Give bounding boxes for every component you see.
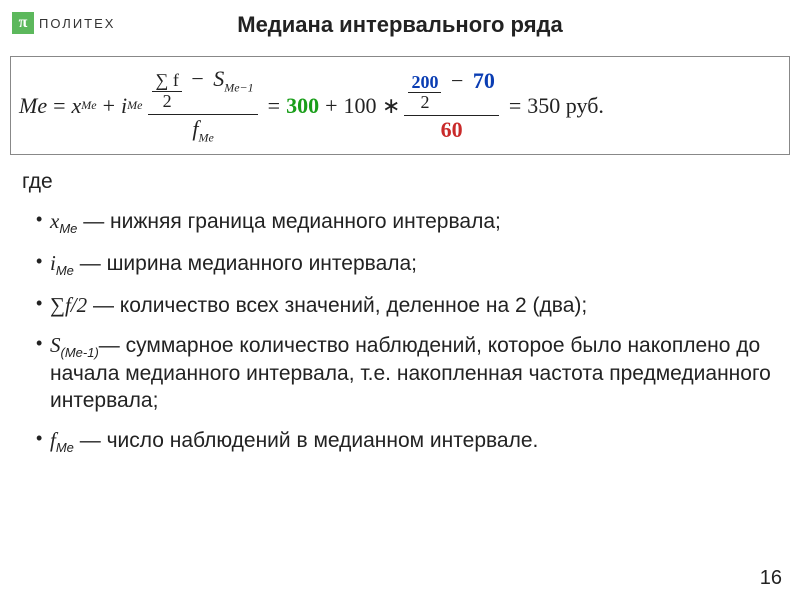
numeric-fraction: 200 2 − 70 60 xyxy=(404,69,498,143)
v2: 2 xyxy=(417,93,432,113)
v200: 200 xyxy=(408,73,441,94)
def-text: — число наблюдений в медианном интервале… xyxy=(74,429,538,452)
def-text: — количество всех значений, деленное на … xyxy=(87,294,587,317)
def-item: iMe — ширина медианного интервала; xyxy=(36,250,778,280)
plus: + xyxy=(103,93,115,119)
frac-num: ∑ f 2 − SMe−1 xyxy=(148,67,257,115)
minus2: − xyxy=(451,68,463,93)
sumf-bot: 2 xyxy=(160,92,175,112)
sumf-frac: ∑ f 2 xyxy=(152,71,181,112)
term: ∑f/2 xyxy=(50,293,87,317)
term: S xyxy=(50,333,61,357)
term-sub: Me xyxy=(56,263,74,278)
definitions: где xMe — нижняя граница медианного инте… xyxy=(22,170,778,469)
v300: 300 xyxy=(286,93,319,119)
plus2: + xyxy=(325,93,337,119)
v70: 70 xyxy=(473,68,495,93)
eq3: = xyxy=(509,93,521,119)
S-var: S xyxy=(213,66,224,91)
formula: Me = xMe + iMe ∑ f 2 − SMe−1 fMe = 300 +… xyxy=(10,56,790,155)
S-sub: Me−1 xyxy=(224,80,253,94)
page-number: 16 xyxy=(760,567,782,590)
def-item: ∑f/2 — количество всех значений, деленно… xyxy=(36,292,778,320)
term: x xyxy=(50,209,59,233)
formula-lhs: Me xyxy=(19,93,47,119)
result: 350 руб. xyxy=(527,93,604,119)
def-item: S(Me-1)— суммарное количество наблюдений… xyxy=(36,332,778,416)
def-text: — суммарное количество наблюдений, котор… xyxy=(50,334,771,413)
gde-label: где xyxy=(22,170,778,194)
v60: 60 xyxy=(437,116,467,142)
eq2: = xyxy=(268,93,280,119)
inner-200-2: 200 2 xyxy=(408,73,441,114)
def-list: xMe — нижняя граница медианного интервал… xyxy=(22,208,778,457)
num-frac-top: 200 2 − 70 xyxy=(404,69,498,117)
main-fraction: ∑ f 2 − SMe−1 fMe xyxy=(148,67,257,144)
fMe-sub: Me xyxy=(198,130,213,144)
page-title: Медиана интервального ряда xyxy=(0,12,800,38)
def-text: — ширина медианного интервала; xyxy=(74,252,417,275)
def-item: xMe — нижняя граница медианного интервал… xyxy=(36,208,778,238)
x-var: x xyxy=(72,93,82,119)
sumf-top: ∑ f xyxy=(152,71,181,92)
i-sub: Me xyxy=(127,98,142,113)
v100: 100 ∗ xyxy=(344,93,401,119)
x-sub: Me xyxy=(81,98,96,113)
def-text: — нижняя граница медианного интервала; xyxy=(77,210,500,233)
eq: = xyxy=(53,93,65,119)
def-item: fMe — число наблюдений в медианном интер… xyxy=(36,427,778,457)
term-sub: (Me-1) xyxy=(61,345,99,360)
frac-den: fMe xyxy=(188,115,217,145)
minus: − xyxy=(191,66,203,91)
term-sub: Me xyxy=(59,221,77,236)
term-sub: Me xyxy=(56,440,74,455)
